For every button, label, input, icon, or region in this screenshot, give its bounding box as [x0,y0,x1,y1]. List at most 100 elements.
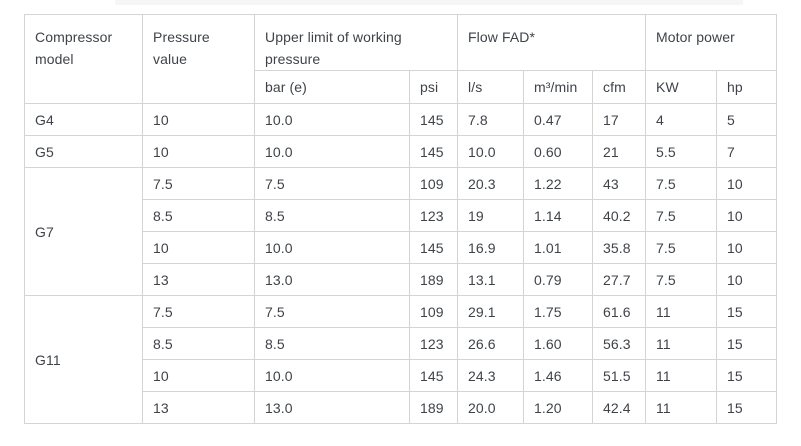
table-row-g11-2: 8.5 8.5 123 26.6 1.60 56.3 11 15 [25,327,778,360]
table-cell: 5.5 [645,135,717,168]
table-cell: 15 [715,359,778,392]
table-cell: 29.1 [457,295,524,328]
table-row-g7-4: 13 13.0 189 13.1 0.79 27.7 7.5 10 [25,263,778,296]
table-cell: 15 [715,391,778,424]
table-cell: 10.0 [254,231,410,264]
header-row-groups: Compressor model Pressure value Upper li… [24,14,778,104]
model-cell: G7 [24,167,143,296]
table-cell: 10.0 [254,103,410,136]
table-cell: 1.60 [523,327,593,360]
table-cell: 145 [409,135,458,168]
table-cell: 7.5 [645,167,717,200]
col-header-pressure-value: Pressure value [142,14,255,104]
model-cell: G4 [24,103,143,136]
group-header-motor-power: Motor power [644,14,778,71]
table-cell: 51.5 [592,359,646,392]
table-cell: 13.0 [254,391,410,424]
table-cell: 21 [592,135,646,168]
table-cell: 10 [715,231,778,264]
table-cell: 10.0 [457,135,524,168]
table-cell: 8.5 [142,327,255,360]
table-cell: 10.0 [254,135,410,168]
table-cell: 11 [645,359,717,392]
table-cell: 5 [715,103,778,136]
table-row-g7-1: G7 7.5 7.5 109 20.3 1.22 43 7.5 10 [24,167,778,296]
unit-header-ls: l/s [457,70,524,104]
group-header-working-pressure: Upper limit of working pressure [254,14,458,71]
table-cell: 145 [409,231,458,264]
table-cell: 1.01 [523,231,593,264]
table-cell: 0.47 [523,103,593,136]
table-cell: 24.3 [457,359,524,392]
table-row-g11-1: G11 7.5 7.5 109 29.1 1.75 61.6 11 15 [24,295,778,424]
table-cell: 19 [457,199,524,232]
table-cell: 20.3 [457,167,524,200]
table-cell: 7.5 [254,295,410,328]
table-cell: 16.9 [457,231,524,264]
table-cell: 1.20 [523,391,593,424]
table-cell: 7.8 [457,103,524,136]
table-cell: 10 [715,167,778,200]
table-cell: 7.5 [142,167,255,200]
table-cell: 7.5 [645,263,717,296]
table-cell: 40.2 [592,199,646,232]
cropped-element-artifact [115,0,743,5]
table-cell: 13.0 [254,263,410,296]
table-cell: 123 [409,199,458,232]
header-row-units: bar (e) psi l/s m³/min cfm KW hp [25,70,778,104]
col-header-pressure-value-label: Pressure value [153,29,210,67]
table-cell: 7.5 [254,167,410,200]
table-cell: 10 [142,359,255,392]
col-header-compressor-model: Compressor model [24,14,143,104]
table-row-g11-3: 10 10.0 145 24.3 1.46 51.5 11 15 [25,359,778,392]
table-cell: 27.7 [592,263,646,296]
table-cell: 42.4 [592,391,646,424]
table-row-g7-2: 8.5 8.5 123 19 1.14 40.2 7.5 10 [25,199,778,232]
unit-header-m3min: m³/min [523,70,593,104]
table-cell: 11 [645,295,717,328]
table-cell: 0.79 [523,263,593,296]
table-cell: 15 [715,295,778,328]
unit-header-bar: bar (e) [254,70,410,104]
table-cell: 15 [715,327,778,360]
table-cell: 10 [715,263,778,296]
unit-header-psi: psi [409,70,458,104]
table-cell: 1.22 [523,167,593,200]
table-cell: 35.8 [592,231,646,264]
table-cell: 13 [142,391,255,424]
table-cell: 145 [409,103,458,136]
table-cell: 7 [715,135,778,168]
table-cell: 17 [592,103,646,136]
model-cell: G11 [24,295,143,424]
table-cell: 8.5 [254,327,410,360]
table-cell: 1.46 [523,359,593,392]
table-cell: 4 [645,103,717,136]
group-header-flow-fad: Flow FAD* [457,14,646,71]
table-cell: 189 [409,391,458,424]
table-cell: 7.5 [645,199,717,232]
model-cell: G5 [24,135,143,168]
compressor-spec-table: Compressor model Pressure value Upper li… [24,14,778,424]
table-body: G4 10 10.0 145 7.8 0.47 17 4 5 G5 10 10.… [24,103,778,424]
table-cell: 1.75 [523,295,593,328]
table-cell: 189 [409,263,458,296]
table-cell: 11 [645,391,717,424]
table-cell: 145 [409,359,458,392]
table-cell: 43 [592,167,646,200]
table-row-g11-4: 13 13.0 189 20.0 1.20 42.4 11 15 [25,391,778,424]
table-cell: 10 [142,103,255,136]
table-cell: 7.5 [645,231,717,264]
table-cell: 10 [142,135,255,168]
table-row-g4: G4 10 10.0 145 7.8 0.47 17 4 5 [24,103,778,136]
table-cell: 11 [645,327,717,360]
table-header: Compressor model Pressure value Upper li… [24,14,778,104]
table-cell: 8.5 [142,199,255,232]
unit-header-kw: KW [645,70,717,104]
table-cell: 61.6 [592,295,646,328]
table-cell: 56.3 [592,327,646,360]
table-cell: 13 [142,263,255,296]
table-cell: 123 [409,327,458,360]
unit-header-cfm: cfm [592,70,646,104]
table-cell: 13.1 [457,263,524,296]
table-cell: 109 [409,167,458,200]
